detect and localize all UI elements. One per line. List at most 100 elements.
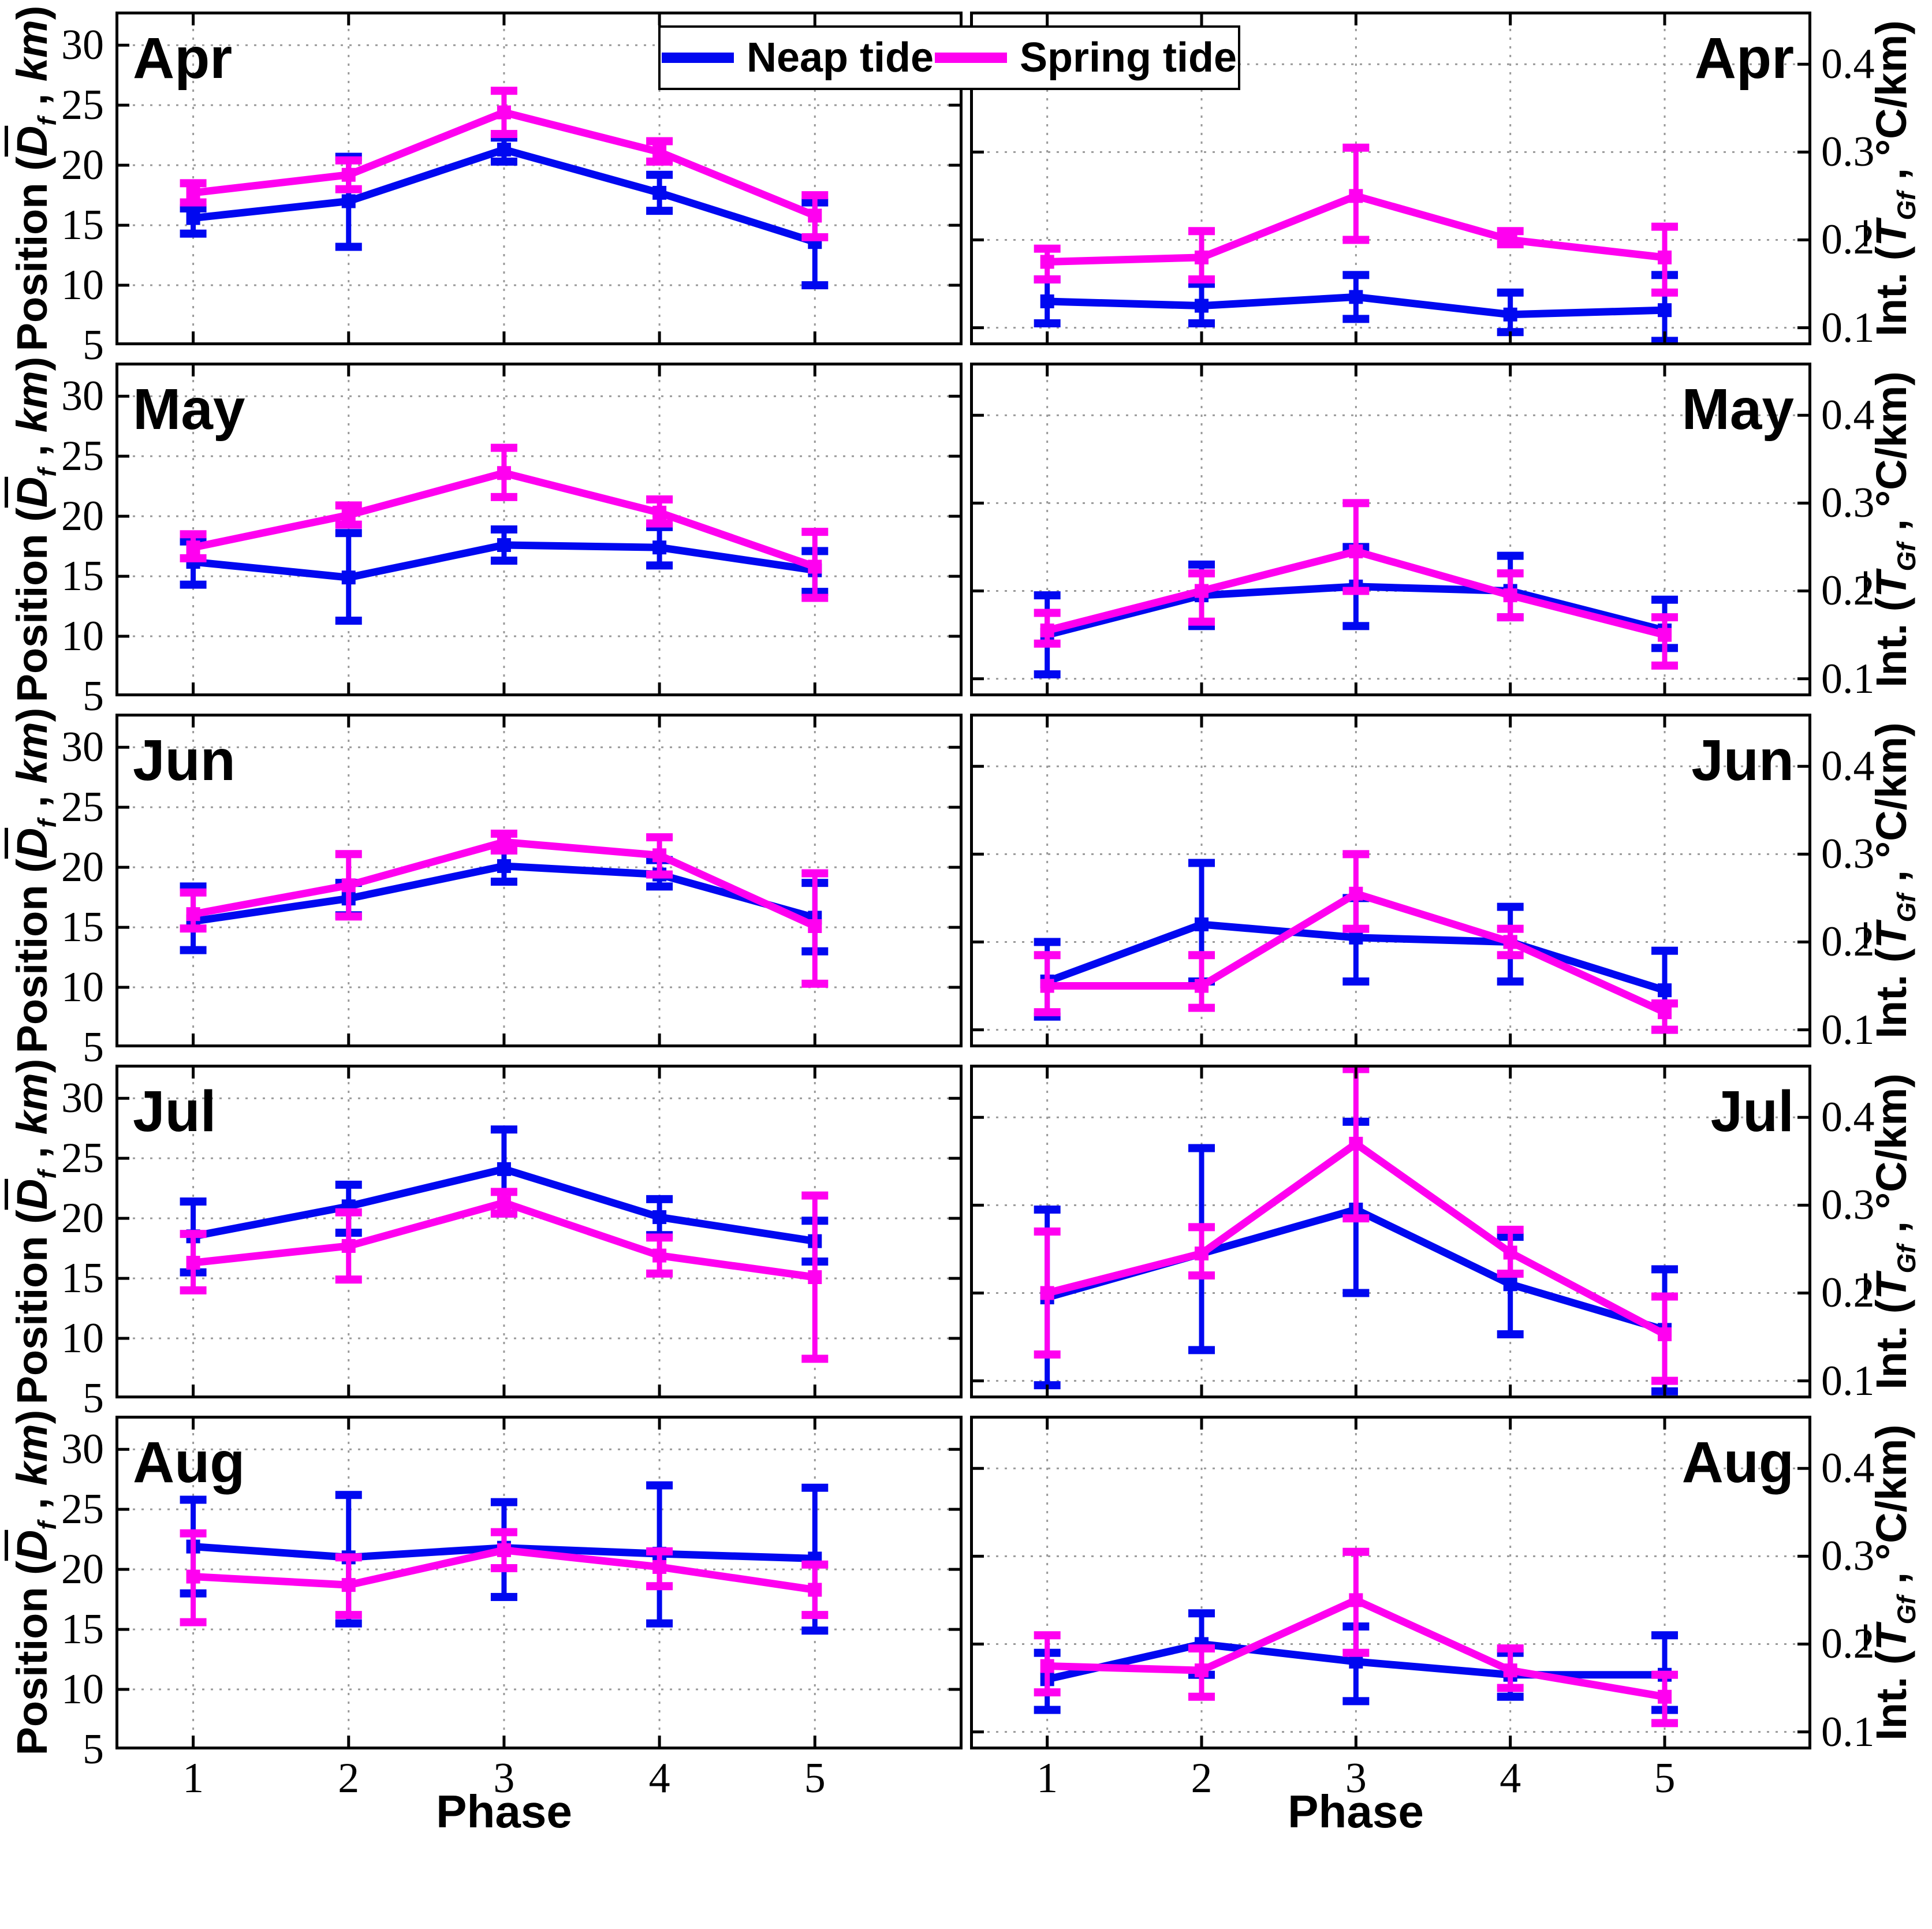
panel-jun-position: Jun xyxy=(115,714,963,1047)
y-tick-label: 0.4 xyxy=(1821,391,1875,439)
y-tick-label: 15 xyxy=(61,904,104,952)
series-spring-tide xyxy=(180,443,829,602)
right-y-axis-label: Int. (TGf , °C/km) xyxy=(1867,1424,1921,1741)
y-tick-label: 10 xyxy=(61,262,104,309)
series-spring-tide xyxy=(1034,1547,1679,1727)
y-tick-label: 30 xyxy=(61,723,104,771)
x-tick-label: 2 xyxy=(1191,1755,1213,1802)
y-tick-label: 5 xyxy=(83,1375,104,1422)
x-tick-label: 3 xyxy=(493,1755,515,1802)
series-spring-tide xyxy=(180,87,829,241)
y-tick-label: 20 xyxy=(61,141,104,189)
series-spring-tide xyxy=(180,829,829,988)
y-tick-label: 15 xyxy=(61,553,104,600)
y-tick-label: 20 xyxy=(61,492,104,540)
month-label: May xyxy=(1681,377,1794,442)
x-tick-label: 5 xyxy=(804,1755,826,1802)
y-tick-label: 30 xyxy=(61,1074,104,1122)
y-tick-label: 0.1 xyxy=(1821,655,1875,703)
y-tick-label: 30 xyxy=(61,1426,104,1473)
y-tick-label: 5 xyxy=(83,673,104,720)
y-tick-label: 15 xyxy=(61,1255,104,1303)
x-tick-label: 5 xyxy=(1654,1755,1676,1802)
y-tick-label: 0.4 xyxy=(1821,1094,1875,1141)
y-tick-label: 5 xyxy=(83,322,104,369)
month-label: Aug xyxy=(1682,1430,1794,1495)
y-tick-label: 0.3 xyxy=(1821,1181,1875,1229)
month-label: Apr xyxy=(133,26,232,91)
y-tick-label: 5 xyxy=(83,1024,104,1071)
y-tick-label: 0.2 xyxy=(1821,567,1875,615)
y-tick-label: 30 xyxy=(61,372,104,420)
month-label: Jul xyxy=(1711,1079,1794,1144)
y-tick-label: 15 xyxy=(61,1606,104,1654)
legend-label-neap-tide: Neap tide xyxy=(746,35,934,81)
y-tick-label: 0.3 xyxy=(1821,1532,1875,1580)
y-tick-label: 0.2 xyxy=(1821,1620,1875,1668)
panel-aug-intensity: Aug xyxy=(970,1416,1811,1749)
series-spring-tide xyxy=(1034,850,1679,1034)
y-tick-label: 0.1 xyxy=(1821,1357,1875,1405)
y-tick-label: 0.1 xyxy=(1821,1708,1875,1756)
y-tick-label: 25 xyxy=(61,1486,104,1534)
x-tick-label: 4 xyxy=(1500,1755,1521,1802)
y-tick-label: 30 xyxy=(61,21,104,69)
y-tick-label: 25 xyxy=(61,81,104,129)
month-label: Jul xyxy=(133,1079,216,1144)
y-tick-label: 5 xyxy=(83,1726,104,1773)
x-tick-label: 2 xyxy=(338,1755,360,1802)
y-tick-label: 0.1 xyxy=(1821,1006,1875,1054)
panel-jul-position: Jul xyxy=(115,1065,963,1398)
figure-canvas: Neap tide Spring tide Phase Phase Apr 5 10… xyxy=(8,6,1921,1837)
month-label: May xyxy=(133,377,245,442)
series-spring-tide xyxy=(1034,143,1679,297)
panel-aug-position: Aug xyxy=(115,1416,963,1749)
y-tick-label: 15 xyxy=(61,202,104,249)
series-spring-tide xyxy=(180,1188,829,1363)
month-label: Aug xyxy=(133,1430,245,1495)
panel-jun-intensity: Jun xyxy=(970,714,1811,1047)
legend-label-spring-tide: Spring tide xyxy=(1020,35,1237,81)
legend-item-spring-tide: Spring tide xyxy=(935,34,1237,81)
y-tick-label: 0.1 xyxy=(1821,304,1875,352)
y-tick-label: 10 xyxy=(61,613,104,661)
panel-may-intensity: May xyxy=(970,363,1811,696)
y-tick-label: 0.3 xyxy=(1821,128,1875,176)
series-spring-tide xyxy=(1034,1065,1679,1385)
month-label: Jun xyxy=(133,728,236,793)
x-tick-label: 1 xyxy=(1036,1755,1058,1802)
y-tick-label: 10 xyxy=(61,1666,104,1714)
y-tick-label: 25 xyxy=(61,1135,104,1182)
y-tick-label: 25 xyxy=(61,783,104,831)
y-tick-label: 10 xyxy=(61,1315,104,1363)
y-tick-label: 0.3 xyxy=(1821,479,1875,527)
y-tick-label: 0.3 xyxy=(1821,830,1875,878)
x-tick-label: 3 xyxy=(1345,1755,1367,1802)
y-tick-label: 20 xyxy=(61,1546,104,1594)
y-tick-label: 20 xyxy=(61,1195,104,1243)
legend: Neap tide Spring tide xyxy=(658,25,1240,90)
neap-tide-line-swatch xyxy=(661,53,734,63)
month-label: Apr xyxy=(1695,26,1794,91)
y-tick-label: 0.4 xyxy=(1821,1445,1875,1493)
y-tick-label: 0.4 xyxy=(1821,40,1875,88)
month-label: Jun xyxy=(1691,728,1794,793)
x-tick-label: 1 xyxy=(182,1755,204,1802)
y-tick-label: 0.4 xyxy=(1821,743,1875,790)
series-spring-tide xyxy=(1034,499,1679,670)
x-axis-label-right: Phase xyxy=(1288,1786,1424,1837)
spring-tide-line-swatch xyxy=(935,53,1008,63)
panel-may-position: May xyxy=(115,363,963,696)
y-tick-label: 20 xyxy=(61,844,104,891)
panel-jul-intensity: Jul xyxy=(970,1065,1811,1398)
left-y-axis-label: Position (Df , km) xyxy=(8,1409,62,1756)
series-spring-tide xyxy=(180,1528,829,1626)
y-tick-label: 0.2 xyxy=(1821,918,1875,966)
x-axis-label-left: Phase xyxy=(436,1786,572,1837)
y-tick-label: 0.2 xyxy=(1821,1269,1875,1317)
legend-item-neap-tide: Neap tide xyxy=(661,34,934,81)
y-tick-label: 10 xyxy=(61,964,104,1012)
y-tick-label: 0.2 xyxy=(1821,216,1875,264)
y-tick-label: 25 xyxy=(61,432,104,480)
x-tick-label: 4 xyxy=(648,1755,670,1802)
